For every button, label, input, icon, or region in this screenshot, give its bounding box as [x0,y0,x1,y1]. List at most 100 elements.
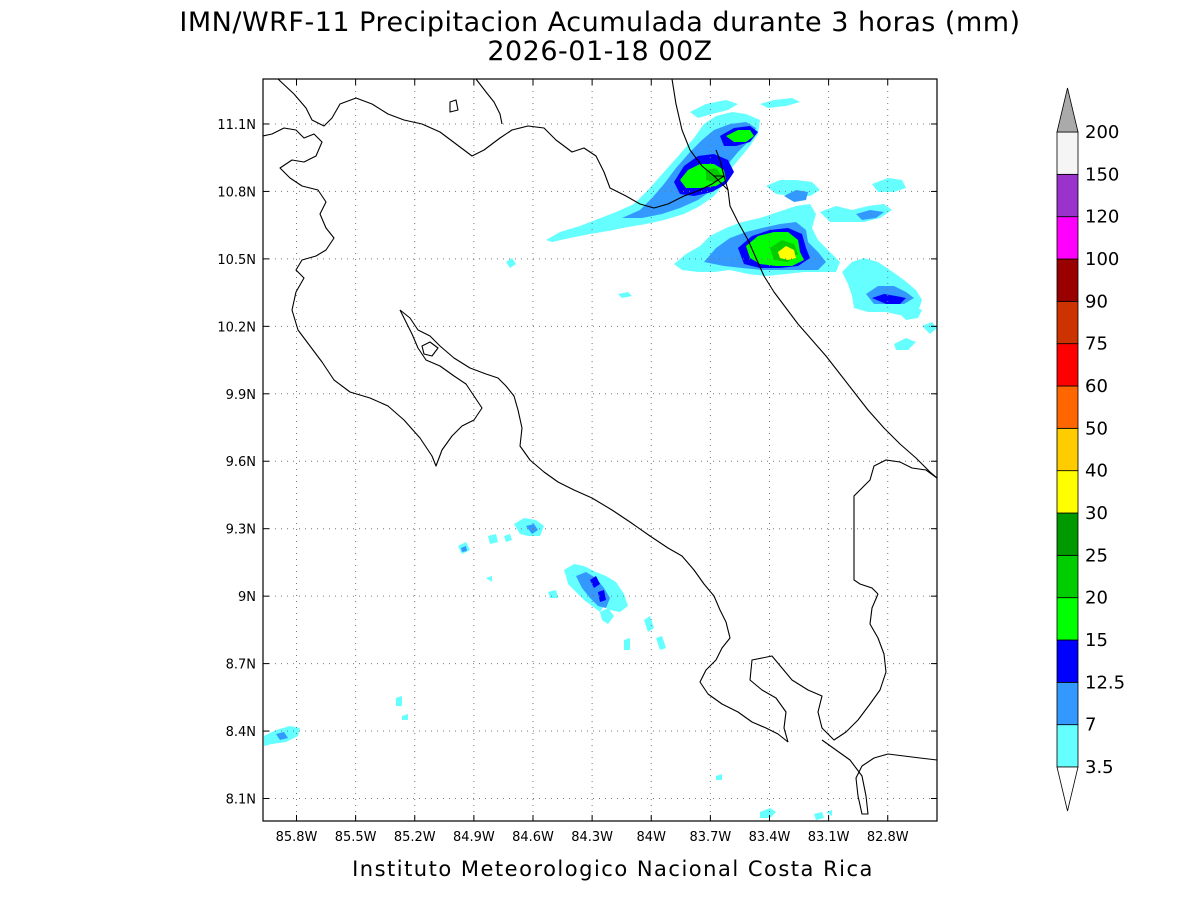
lat-tick-label: 9N [238,590,256,605]
precip-green-dark-north [706,168,722,182]
colorbar-label: 200 [1085,122,1119,143]
colorbar-label: 3.5 [1085,757,1114,778]
colorbar-label: 15 [1085,630,1108,651]
colorbar-box [1056,300,1079,345]
precip-blue-east-top [784,190,808,202]
colorbar-box [1056,724,1079,768]
precip-cyan-south-11 [486,576,492,582]
precip-cyan-east-lower4 [922,322,937,334]
lon-tick-label: 85.5W [335,830,377,845]
lon-tick-label: 84.6W [512,830,554,845]
lat-tick-label: 9.6N [226,455,256,470]
lon-tick-label: 83.1W [808,830,850,845]
precip-green-north-core2 [726,130,754,142]
precip-darkblue-south-2 [598,590,606,602]
precip-cyan-sw-3 [402,714,408,720]
lat-tick-label: 10.5N [217,253,256,268]
colorbar-label: 40 [1085,461,1108,482]
precip-blue-sw-1 [276,732,288,740]
precip-cyan-south-7 [548,590,558,598]
chart-subtitle: 2026-01-18 00Z [487,36,712,67]
colorbar-label: 50 [1085,418,1108,439]
colorbar-label: 75 [1085,334,1108,355]
colorbar-box [1056,470,1079,514]
precip-cyan-north-tail [690,100,738,118]
precip-cyan-south-10 [624,638,630,650]
colorbar-box [1056,216,1079,260]
colorbar-box [1056,554,1079,599]
precip-cyan-east-far [872,178,906,192]
colorbar-label: 150 [1085,164,1119,185]
colorbar-top-arrow [1056,87,1079,133]
colorbar-label: 7 [1085,715,1096,736]
colorbar-label: 25 [1085,545,1108,566]
chart-title: IMN/WRF-11 Precipitacion Acumulada duran… [179,7,1020,38]
lon-tick-label: 83.7W [689,830,731,845]
precip-cyan-se-3 [716,774,722,780]
precip-cyan-south-9 [656,636,666,650]
longitude-axis: 85.8W 85.5W 85.2W 84.9W 84.6W 84.3W 84W 83.7W 83… [276,79,909,845]
precip-cyan-south-2 [600,608,614,624]
coast-nicaragua-north-shore [475,79,503,125]
coast-osa [749,593,887,743]
border-nicaragua [671,79,725,177]
precip-cyan-east-lower3 [894,338,916,350]
coast-burica [821,739,937,815]
coast-lake-nicaragua [277,79,725,209]
lon-tick-label: 82.8W [867,830,909,845]
footer-credit: Instituto Meteorologico Nacional Costa R… [352,857,874,881]
border-panama [853,459,937,595]
latitude-axis: 11.1N 10.8N 10.5N 10.2N 9.9N 9.6N 9.3N 9N 8.7N 8.… [217,118,937,808]
precip-cyan-se-1 [760,808,776,818]
coast-guanacaste [263,127,483,467]
colorbar-label: 30 [1085,503,1108,524]
precip-cyan-south-8 [644,616,654,632]
lat-tick-label: 8.1N [226,793,256,808]
colorbar: 3.5 7 12.5 15 20 25 30 40 50 60 75 90 100 120 150 200 [1056,87,1125,812]
lon-tick-label: 84.9W [453,830,495,845]
lat-tick-label: 8.7N [226,658,256,673]
lat-tick-label: 10.2N [217,320,256,335]
map-frame [262,78,938,822]
coast-central-pacific [399,309,789,743]
map-grid [263,79,937,821]
colorbar-box [1056,385,1079,429]
colorbar-bottom-arrow [1056,766,1079,812]
map-area [263,79,937,821]
precip-cyan-speck-1 [506,258,516,268]
precip-cyan-south-4 [488,534,498,544]
colorbar-box [1056,597,1079,641]
lat-tick-label: 9.9N [226,388,256,403]
lat-tick-label: 10.8N [217,185,256,200]
coast-lake-island [449,99,459,113]
border-nicaragua-2 [713,175,729,191]
colorbar-box [1056,681,1079,726]
lat-tick-label: 11.1N [217,118,256,133]
colorbar-label: 90 [1085,291,1108,312]
precip-blue-south-6 [461,546,467,552]
lon-tick-label: 83.4W [749,830,791,845]
precip-cyan-se-2 [814,812,824,820]
precip-blue-east-right [856,210,884,220]
lon-tick-label: 85.8W [276,830,318,845]
lon-tick-label: 84W [637,830,667,845]
precip-cyan-sw-2 [396,696,402,706]
lon-tick-label: 84.3W [571,830,613,845]
colorbar-box [1056,639,1079,683]
colorbar-box [1056,258,1079,302]
lat-tick-label: 8.4N [226,725,256,740]
precip-cyan-south-5 [504,534,512,542]
colorbar-label: 100 [1085,249,1119,270]
precip-cyan-se-4 [826,810,832,816]
precip-cyan-north-speck [760,98,800,108]
lon-tick-label: 85.2W [394,830,436,845]
precip-darkblue-south-1 [590,576,600,588]
precip-darkblue-east-lower [872,294,906,304]
colorbar-label: 60 [1085,376,1108,397]
precip-yellow-east-core [778,246,796,260]
precip-cyan-east-lower2 [900,306,922,320]
lat-tick-label: 9.3N [226,523,256,538]
colorbar-label: 120 [1085,207,1119,228]
